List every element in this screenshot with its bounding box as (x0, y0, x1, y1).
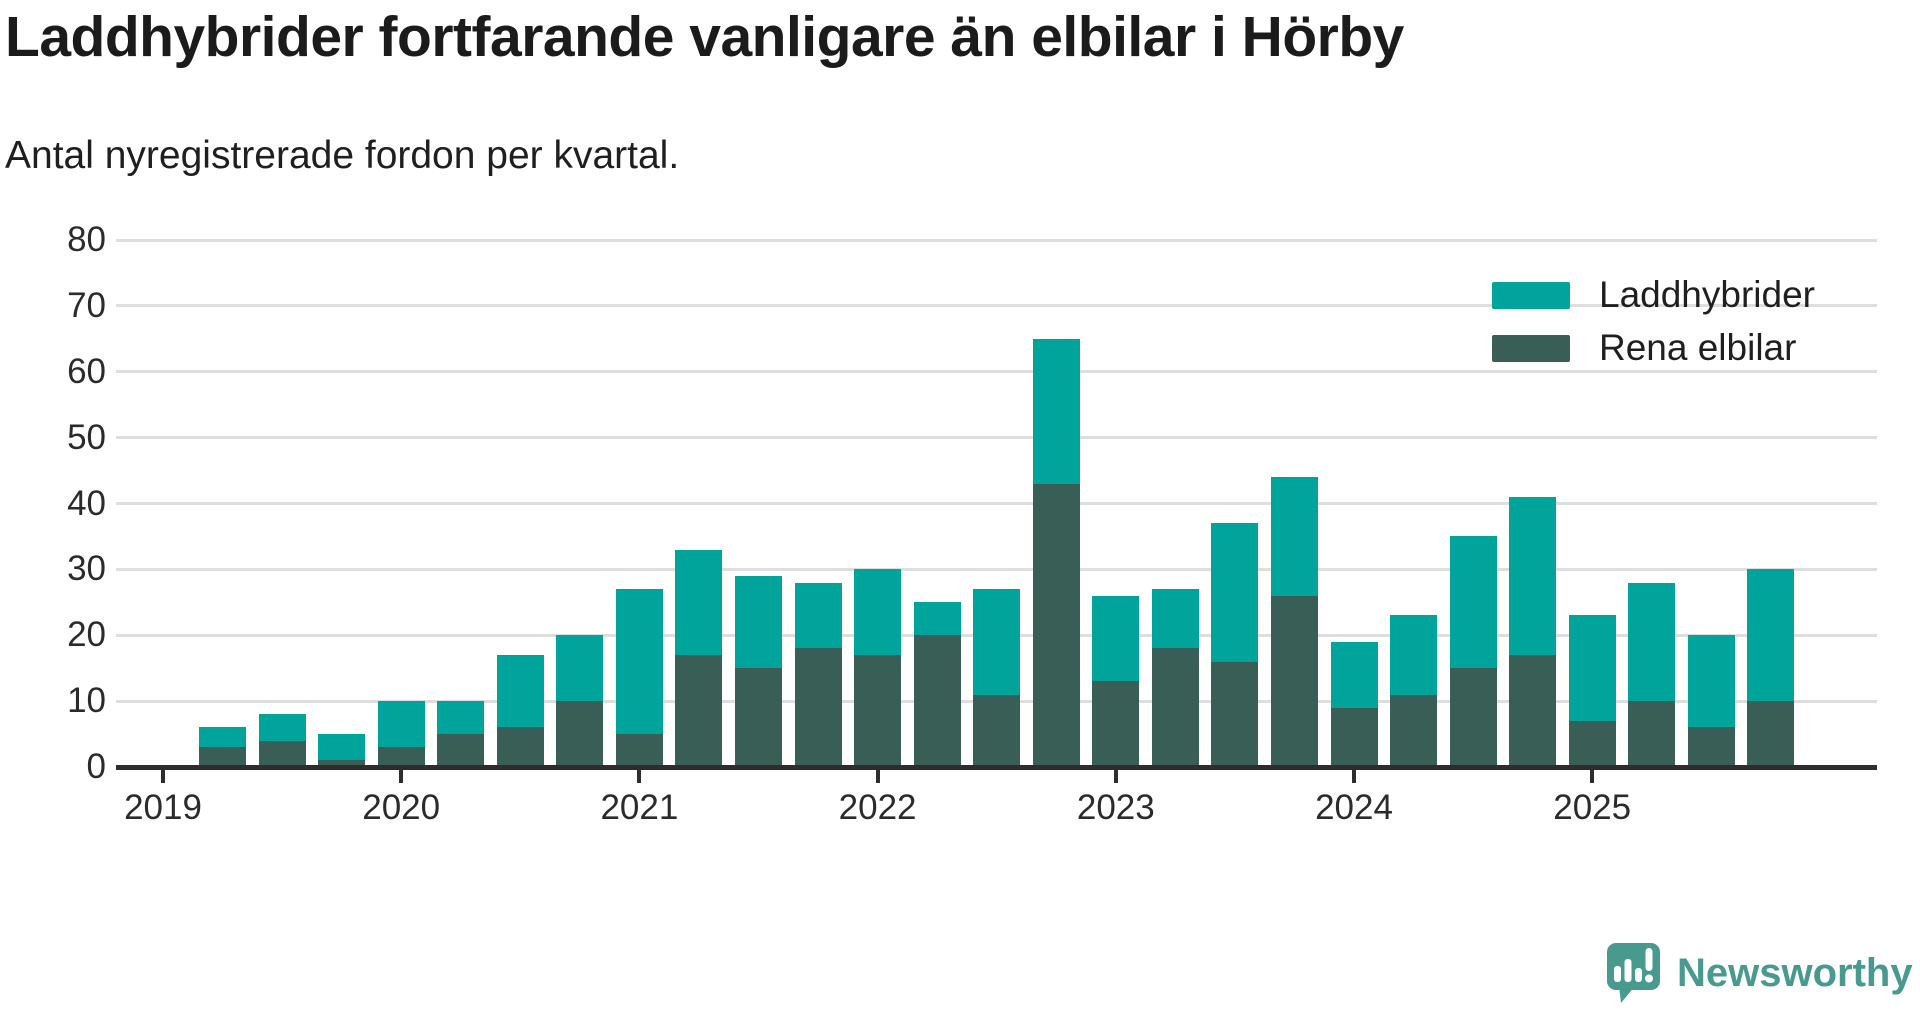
y-axis-label-50: 50 (67, 417, 106, 457)
x-tick-2023 (1113, 769, 1118, 783)
bar-2019-q4-laddhybrider (318, 734, 366, 761)
bar-2024-q2-rena (1390, 694, 1438, 767)
bar-2025-q1-laddhybrider (1568, 615, 1616, 721)
newsworthy-speech-bubble-chart-icon (1607, 943, 1660, 1003)
bar-2022-q4-laddhybrider (1032, 338, 1080, 484)
bar-2025-q2-laddhybrider (1628, 582, 1676, 702)
bar-2021-q2-rena (675, 655, 723, 767)
gridline-40 (116, 502, 1877, 505)
bar-2025-q1-rena (1568, 720, 1616, 767)
bar-2020-q2-laddhybrider (437, 701, 485, 735)
newsworthy-logo: Newsworthy (1606, 942, 1913, 1004)
bar-2023-q1-laddhybrider (1092, 595, 1140, 682)
legend-item-laddhybrider: Laddhybrider (1492, 274, 1815, 315)
bar-2020-q1-rena (377, 747, 425, 767)
gridline-50 (116, 436, 1877, 440)
x-tick-2025 (1590, 769, 1595, 783)
bar-2020-q3-laddhybrider (496, 655, 544, 728)
legend-item-rena-elbilar: Rena elbilar (1492, 327, 1796, 368)
bar-2019-q4-rena (318, 760, 366, 767)
bar-2023-q1-rena (1092, 681, 1140, 767)
bar-2024-q2-laddhybrider (1390, 615, 1438, 695)
x-axis-label-2020: 2020 (362, 788, 441, 827)
x-axis-label-2022: 2022 (838, 788, 917, 827)
bar-2020-q4-laddhybrider (556, 635, 604, 702)
bar-2021-q2-laddhybrider (675, 549, 723, 655)
bar-2021-q3-rena (735, 668, 782, 767)
y-axis-label-10: 10 (67, 681, 106, 721)
gridline-30 (116, 567, 1877, 571)
x-tick-2022 (875, 769, 880, 783)
bar-2025-q2-rena (1628, 701, 1676, 767)
legend-label-rena-elbilar: Rena elbilar (1599, 327, 1797, 368)
bar-2022-q3-rena (973, 694, 1021, 767)
bar-2019-q3-rena (258, 740, 306, 767)
bar-2024-q1-laddhybrider (1330, 641, 1378, 708)
bar-2019-q3-laddhybrider (258, 714, 306, 741)
bar-2025-q4-laddhybrider (1747, 569, 1795, 702)
bar-2023-q4-rena (1270, 595, 1318, 767)
bar-2024-q3-rena (1449, 668, 1497, 767)
x-tick-2020 (399, 769, 404, 783)
bar-2022-q1-laddhybrider (854, 569, 902, 655)
bar-2021-q1-rena (615, 734, 663, 767)
bar-2023-q3-rena (1211, 661, 1259, 767)
newsworthy-brand-text: Newsworthy (1677, 951, 1913, 995)
bar-2022-q2-laddhybrider (913, 602, 961, 636)
x-tick-2021 (637, 769, 642, 783)
bar-2024-q1-rena (1330, 707, 1378, 767)
bar-2021-q4-rena (794, 648, 842, 767)
legend-swatch-laddhybrider (1492, 281, 1570, 309)
bar-2025-q3-rena (1687, 727, 1735, 767)
bar-2022-q2-rena (913, 635, 961, 767)
x-tick-2024 (1352, 769, 1356, 783)
x-axis-label-2023: 2023 (1076, 788, 1155, 827)
bar-2024-q4-rena (1509, 655, 1557, 767)
y-axis-label-30: 30 (67, 549, 106, 589)
y-axis-label-20: 20 (67, 615, 106, 655)
legend-swatch-rena-elbilar (1492, 334, 1570, 362)
bar-2022-q3-laddhybrider (973, 589, 1021, 695)
y-axis-label-70: 70 (67, 285, 106, 325)
bar-2021-q1-laddhybrider (615, 589, 663, 735)
chart-title: Laddhybrider fortfarande vanligare än el… (5, 5, 1404, 69)
bar-2024-q3-laddhybrider (1449, 536, 1497, 669)
bar-2022-q4-rena (1032, 483, 1080, 767)
chart-subtitle: Antal nyregistrerade fordon per kvartal. (5, 134, 680, 177)
x-axis-label-2019: 2019 (124, 788, 202, 827)
gridline-60 (116, 370, 1877, 374)
y-axis-label-80: 80 (67, 220, 106, 259)
y-axis-label-0: 0 (86, 747, 106, 786)
bar-2023-q2-laddhybrider (1151, 589, 1199, 649)
y-axis-label-40: 40 (67, 483, 106, 523)
legend-label-laddhybrider: Laddhybrider (1599, 274, 1815, 315)
x-axis-line (116, 764, 1877, 770)
bar-2023-q2-rena (1151, 648, 1199, 767)
bar-2020-q3-rena (496, 727, 544, 767)
y-axis-label-60: 60 (67, 351, 106, 391)
gridline-70 (116, 304, 1877, 308)
bar-2019-q2-laddhybrider (199, 727, 247, 748)
bar-2020-q2-rena (437, 734, 485, 767)
bar-2025-q4-rena (1747, 701, 1795, 767)
x-axis-label-2025: 2025 (1553, 788, 1632, 827)
x-axis-label-2024: 2024 (1315, 788, 1393, 827)
bar-2024-q4-laddhybrider (1509, 496, 1557, 655)
bar-2020-q4-rena (556, 701, 604, 767)
x-tick-2019 (161, 769, 165, 783)
bar-2020-q1-laddhybrider (377, 701, 425, 748)
bar-2019-q2-rena (199, 747, 247, 767)
bar-2022-q1-rena (854, 655, 902, 767)
x-axis-label-2021: 2021 (600, 788, 679, 827)
bar-2021-q4-laddhybrider (794, 582, 842, 649)
gridline-80 (116, 238, 1877, 242)
bar-2025-q3-laddhybrider (1687, 635, 1735, 728)
bar-2023-q4-laddhybrider (1270, 477, 1318, 596)
bar-2021-q3-laddhybrider (735, 575, 782, 669)
bar-2023-q3-laddhybrider (1211, 523, 1259, 662)
